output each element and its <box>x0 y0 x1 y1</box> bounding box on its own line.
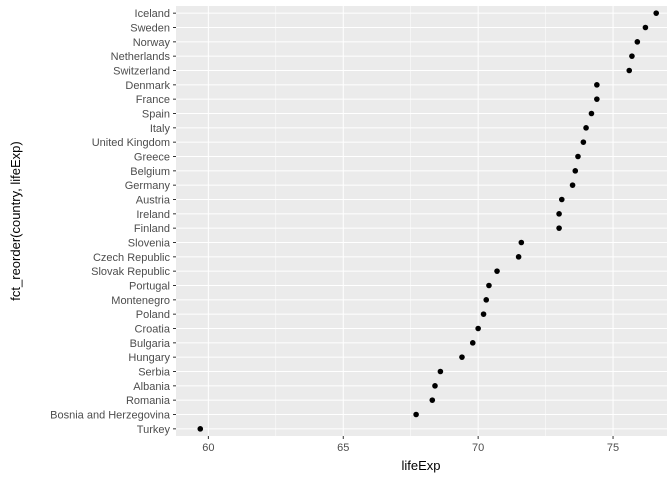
x-tick-label: 60 <box>202 442 214 454</box>
data-point <box>469 340 476 346</box>
data-point <box>588 110 595 117</box>
data-point <box>556 211 562 217</box>
y-tick-label: Serbia <box>138 367 171 379</box>
y-tick-label: Iceland <box>135 8 170 20</box>
data-point <box>475 325 481 332</box>
data-point <box>580 139 587 145</box>
data-point <box>653 10 660 16</box>
data-point <box>197 426 204 432</box>
data-point <box>413 411 419 418</box>
x-axis: 60 65 70 75 <box>202 436 619 454</box>
plot-panel <box>176 6 667 436</box>
data-point <box>480 311 487 317</box>
y-tick-label: Albania <box>133 381 171 393</box>
y-tick-label: Slovak Republic <box>91 266 170 278</box>
y-tick-label: Italy <box>150 123 171 135</box>
y-tick-label: Bosnia and Herzegovina <box>50 410 171 422</box>
data-point <box>594 96 600 102</box>
minor-gridlines <box>275 6 546 436</box>
data-point <box>583 125 589 131</box>
y-tick-label: Hungary <box>128 352 170 364</box>
data-point <box>642 24 649 31</box>
x-axis-title: lifeExp <box>401 458 440 473</box>
data-point <box>494 268 500 274</box>
y-tick-label: France <box>136 94 170 106</box>
data-points <box>197 10 660 432</box>
y-tick-label: Greece <box>134 152 170 164</box>
y-tick-label: Netherlands <box>111 51 171 63</box>
y-tick-label: Germany <box>125 180 171 192</box>
y-tick-label: United Kingdom <box>92 137 170 149</box>
y-tick-label: Austria <box>136 195 171 207</box>
data-point <box>483 297 490 303</box>
y-tick-label: Czech Republic <box>93 252 171 264</box>
y-tick-label: Poland <box>136 309 170 321</box>
y-tick-label: Belgium <box>130 166 170 178</box>
y-tick-label: Turkey <box>137 424 171 436</box>
y-tick-label: Switzerland <box>113 66 170 78</box>
data-point <box>575 153 581 160</box>
y-tick-label: Montenegro <box>111 295 170 307</box>
y-tick-label: Finland <box>134 223 170 235</box>
y-tick-label: Denmark <box>125 80 170 92</box>
data-point <box>437 368 444 375</box>
y-tick-label: Ireland <box>136 209 170 221</box>
x-tick-label: 70 <box>472 442 484 454</box>
data-point <box>629 53 635 59</box>
data-point <box>515 254 522 260</box>
x-tick-label: 75 <box>607 442 619 454</box>
data-point <box>518 239 525 246</box>
data-point <box>594 82 600 88</box>
major-gridlines <box>176 6 667 436</box>
data-point <box>459 354 465 360</box>
y-tick-label: Croatia <box>135 324 171 336</box>
data-point <box>572 168 579 174</box>
data-point <box>558 196 565 203</box>
data-point <box>556 225 562 231</box>
y-axis: Turkey Bosnia and Herzegovina Romania Alban… <box>50 8 176 436</box>
data-point <box>569 182 576 188</box>
data-point <box>634 39 641 45</box>
y-tick-label: Sweden <box>130 23 170 35</box>
data-point <box>432 383 438 389</box>
y-tick-label: Portugal <box>129 281 170 293</box>
y-tick-label: Norway <box>133 37 171 49</box>
x-tick-label: 65 <box>337 442 349 454</box>
y-tick-label: Slovenia <box>128 238 171 250</box>
y-tick-label: Bulgaria <box>130 338 171 350</box>
data-point <box>626 67 633 74</box>
y-axis-title: fct_reorder(country, lifeExp) <box>8 141 23 300</box>
data-point <box>486 282 492 289</box>
y-tick-label: Romania <box>126 395 171 407</box>
data-point <box>429 397 436 403</box>
y-tick-label: Spain <box>142 109 170 121</box>
